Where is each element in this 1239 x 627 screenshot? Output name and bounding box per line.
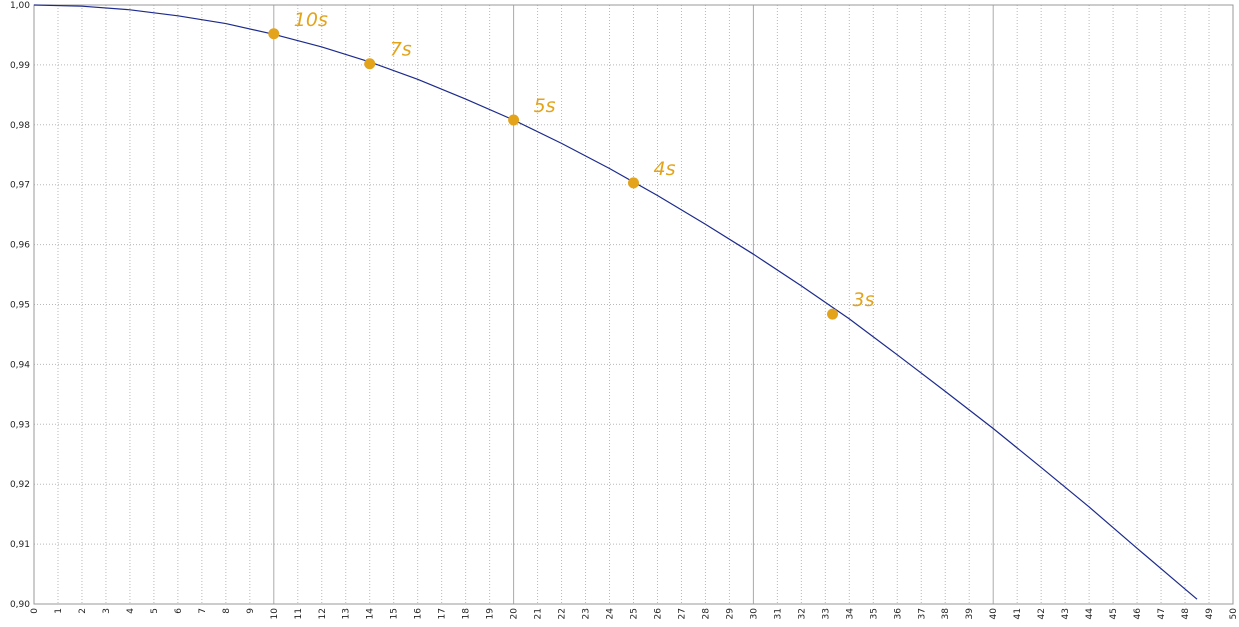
plot-border [33,4,1234,605]
x-tick-label: 19 [486,608,496,620]
x-tick-label: 44 [1085,608,1095,620]
x-tick-label: 45 [1109,608,1119,619]
x-tick-label: 5 [150,608,160,614]
x-tick-label: 10 [270,608,280,620]
line [33,4,1198,600]
x-tick-label: 47 [1157,608,1167,619]
y-tick-label: 0,92 [10,480,30,490]
x-tick-label: 2 [78,608,88,614]
x-tick-label: 7 [198,608,208,614]
y-tick-label: 0,95 [10,301,30,311]
x-tick-label: 46 [1133,608,1143,620]
x-tick-label: 11 [294,608,304,619]
x-tick-label: 41 [1013,608,1023,619]
point [827,308,839,320]
point-label: 3s [853,289,875,311]
x-tick-label: 14 [366,608,376,620]
x-tick-label: 15 [390,608,400,619]
x-tick-label: 20 [510,608,520,620]
x-tick-label: 21 [534,608,544,619]
x-tick-label: 24 [606,608,616,620]
point-label: 4s [654,158,676,180]
y-tick-label: 0,97 [10,181,30,191]
x-tick-label: 0 [30,608,40,614]
x-tick-label: 25 [630,608,640,619]
y-tick-label: 0,91 [10,540,30,550]
x-tick-label: 42 [1037,608,1047,619]
x-tick-label: 35 [869,608,879,619]
x-tick-label: 32 [797,608,807,619]
x-tick-label: 26 [653,608,663,620]
x-tick-label: 18 [462,608,472,620]
x-tick-label: 50 [1229,608,1239,620]
x-tick-label: 22 [558,608,568,619]
x-tick-label: 27 [677,608,687,619]
point [268,28,280,40]
y-tick-label: 0,98 [10,121,30,131]
point-label: 10s [294,9,328,31]
x-tick-label: 8 [222,608,232,614]
y-tick-label: 0,90 [10,600,30,610]
point-label: 7s [390,39,412,61]
x-tick-label: 43 [1061,608,1071,619]
point-label: 5s [534,95,556,117]
x-tick-label: 38 [941,608,951,620]
y-tick-label: 0,94 [10,360,30,370]
y-tick-label: 0,96 [10,241,30,251]
x-tick-label: 40 [989,608,999,620]
y-tick-label: 1,00 [10,1,30,11]
y-tick-label: 0,93 [10,420,30,430]
x-tick-label: 12 [318,608,328,619]
x-tick-label: 9 [246,608,256,614]
x-tick-label: 6 [174,608,184,614]
x-tick-label: 30 [749,608,759,620]
x-tick-label: 39 [965,608,975,620]
x-tick-label: 28 [701,608,711,620]
y-tick-label: 0,99 [10,61,30,71]
x-tick-label: 23 [582,608,592,619]
x-tick-label: 49 [1205,608,1215,620]
x-tick-label: 17 [438,608,448,619]
x-tick-label: 48 [1181,608,1191,620]
x-tick-label: 33 [821,608,831,619]
x-tick-label: 34 [845,608,855,620]
x-tick-label: 4 [126,608,136,614]
x-tick-label: 29 [725,608,735,620]
x-tick-label: 36 [893,608,903,620]
x-tick-label: 31 [773,608,783,619]
x-tick-label: 1 [54,608,64,614]
point [508,114,520,126]
point [364,58,376,70]
x-tick-label: 16 [414,608,424,620]
x-tick-label: 3 [102,608,112,614]
x-tick-label: 37 [917,608,927,619]
point [628,177,639,189]
x-tick-label: 13 [342,608,352,619]
